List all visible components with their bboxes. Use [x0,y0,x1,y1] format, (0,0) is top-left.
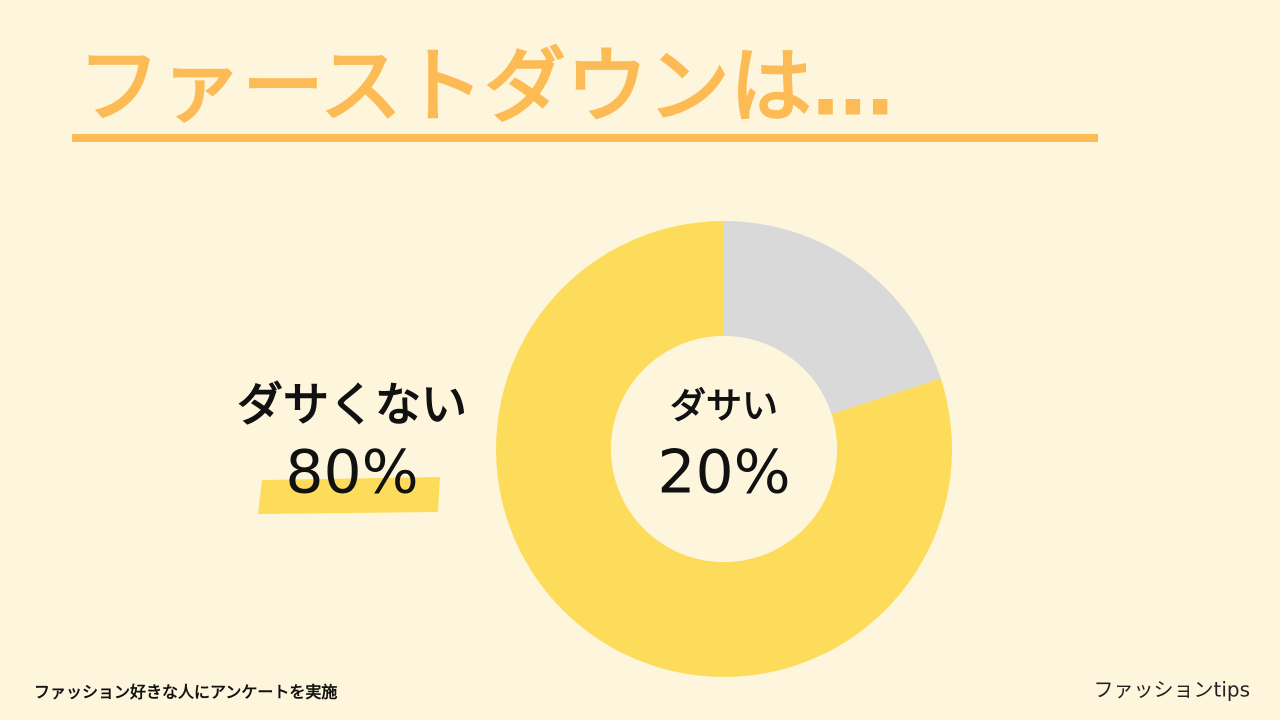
label-highlight [258,477,440,514]
value-label: 80% [285,438,418,508]
chart-title: ファーストダウンは… [78,39,894,134]
footer-note: ファッション好きな人にアンケートを実施 [34,683,337,702]
value-label: 20% [657,438,790,508]
title-underline [72,134,1098,142]
category-label: ダサい [670,386,778,427]
category-label: ダサくない [237,378,467,432]
donut-hole [611,336,837,562]
donut-segment [724,221,941,415]
brand: ファッションtips [1093,678,1250,702]
donut-segment [496,221,953,677]
